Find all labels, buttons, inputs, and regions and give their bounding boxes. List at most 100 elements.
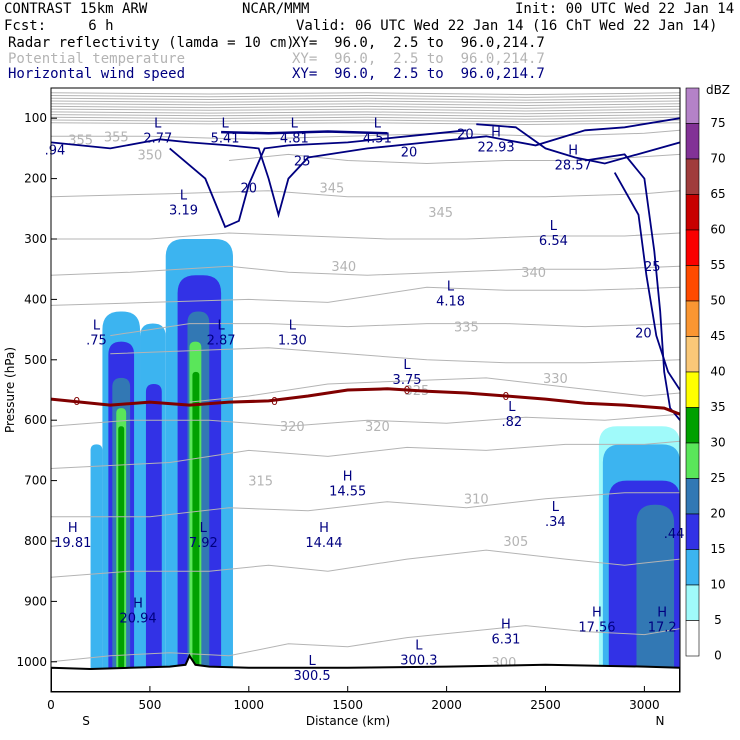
extremum-value: 2.87 bbox=[207, 334, 236, 349]
extremum-kind: L bbox=[508, 400, 516, 415]
colorbar-label: 35 bbox=[710, 400, 725, 414]
y-tick-label: 900 bbox=[24, 594, 47, 608]
extremum-kind: L bbox=[374, 116, 382, 131]
wind-contour-line bbox=[476, 123, 680, 165]
x-tick-label: 500 bbox=[138, 698, 161, 712]
freezing-level-label: 0 bbox=[271, 395, 278, 408]
theta-contour-line bbox=[51, 413, 680, 427]
extremum-kind: L bbox=[447, 279, 455, 294]
extremum-kind: L bbox=[93, 319, 101, 334]
theta-contour-line bbox=[51, 549, 680, 578]
extremum-value: 3.19 bbox=[169, 204, 198, 219]
extremum-kind: H bbox=[319, 521, 329, 536]
init-time: Init: 00 UTC Wed 22 Jan 14 bbox=[515, 1, 735, 17]
wind-contour-line bbox=[51, 117, 680, 219]
terrain-profile bbox=[51, 653, 680, 692]
colorbar-label: 65 bbox=[710, 187, 725, 201]
terrain bbox=[51, 653, 680, 692]
colorbar-label: 0 bbox=[714, 648, 722, 662]
extremum-kind: H bbox=[133, 596, 143, 611]
north-label: N bbox=[656, 714, 665, 728]
extremum-kind: H bbox=[501, 618, 511, 633]
reflectivity-cell bbox=[90, 444, 103, 671]
x-tick-label: 2000 bbox=[431, 698, 462, 712]
extremum-value: 14.44 bbox=[305, 536, 342, 551]
colorbar-label: 45 bbox=[710, 329, 725, 343]
field-name-wind: Horizontal wind speed bbox=[8, 66, 186, 82]
theta-contour-line bbox=[110, 347, 680, 364]
extremum-kind: H bbox=[491, 125, 501, 140]
field-xy-reflectivity: XY= 96.0, 2.5 to 96.0,214.7 bbox=[292, 35, 545, 51]
extremum-value: 4.81 bbox=[280, 131, 309, 146]
colorbar-label: 15 bbox=[710, 542, 725, 556]
reflectivity-cell bbox=[145, 383, 162, 671]
extremum-value: 19.81 bbox=[54, 536, 91, 551]
theta-contour-label: 340 bbox=[521, 266, 546, 281]
theta-contour-line bbox=[51, 116, 680, 120]
theta-contour-label: 335 bbox=[454, 321, 479, 336]
theta-contour-label: 310 bbox=[464, 493, 489, 508]
theta-contour-label: 330 bbox=[543, 372, 568, 387]
wind-contour-line bbox=[221, 130, 388, 135]
extremum-value: 300.3 bbox=[400, 654, 437, 669]
theta-contour-line bbox=[51, 94, 680, 98]
colorbar-swatch bbox=[685, 407, 700, 444]
organization: NCAR/MMM bbox=[242, 1, 310, 17]
extremum-kind: H bbox=[657, 606, 667, 621]
theta-contour-line bbox=[51, 232, 680, 240]
extremum-kind: L bbox=[552, 500, 560, 515]
y-tick-label: 700 bbox=[24, 474, 47, 488]
freezing-level: 0 0 0 0 bbox=[51, 384, 680, 416]
extremum-kind: L bbox=[289, 319, 297, 334]
x-tick-label: 3000 bbox=[629, 698, 660, 712]
theta-contour-line bbox=[51, 492, 680, 518]
wind-contour-label: 25 bbox=[644, 260, 661, 275]
theta-contour-line bbox=[51, 122, 680, 126]
colorbar-label: 70 bbox=[710, 151, 725, 165]
extremum-value: 17.2 bbox=[648, 621, 677, 636]
colorbar-label: 75 bbox=[710, 116, 725, 130]
x-axis-label: Distance (km) bbox=[306, 714, 390, 728]
theta-contour-line bbox=[51, 440, 680, 469]
extremum-kind: L bbox=[200, 521, 208, 536]
colorbar-unit: dBZ bbox=[706, 83, 730, 97]
extremum-value: .34 bbox=[545, 515, 566, 530]
theta-contour-label: 355 bbox=[104, 130, 129, 145]
wind-contour-line bbox=[584, 153, 680, 421]
forecast-hour: Fcst: 6 h bbox=[4, 18, 114, 34]
colorbar-swatch bbox=[685, 194, 700, 231]
colorbar-swatch bbox=[685, 158, 700, 195]
x-tick-label: 0 bbox=[47, 698, 55, 712]
theta-contour-line bbox=[189, 377, 680, 403]
extremum-kind: L bbox=[403, 358, 411, 373]
extremum-kind: L bbox=[154, 116, 162, 131]
y-tick-label: 300 bbox=[24, 232, 47, 246]
theta-contour-line bbox=[51, 114, 680, 117]
y-axis-label: Pressure (hPa) bbox=[3, 347, 17, 433]
extremum-value: 6.54 bbox=[539, 234, 568, 249]
extremum-kind: L bbox=[415, 639, 423, 654]
y-tick-label: 1000 bbox=[16, 655, 47, 669]
colorbar-swatch bbox=[685, 442, 700, 479]
wind-contour-line bbox=[613, 172, 680, 391]
extremum-value: 4.18 bbox=[436, 294, 465, 309]
extremum-value: 300.5 bbox=[293, 669, 330, 684]
extremum-value: 4.51 bbox=[363, 131, 392, 146]
extremum-kind: H bbox=[568, 143, 578, 158]
theta-contour-line bbox=[110, 323, 680, 337]
theta-contour-line bbox=[51, 625, 680, 663]
extremum-value: 1.30 bbox=[278, 334, 307, 349]
extremum-value: .44 bbox=[664, 527, 685, 542]
y-tick-label: 500 bbox=[24, 353, 47, 367]
reflectivity-cell bbox=[118, 426, 125, 671]
theta-contour-line bbox=[51, 190, 680, 198]
plot-frame bbox=[50, 87, 681, 693]
colorbar-swatch bbox=[685, 584, 700, 621]
theta-contour-label: 340 bbox=[331, 260, 356, 275]
theta-contour-line bbox=[51, 103, 680, 107]
theta-contour-label: 320 bbox=[280, 420, 305, 435]
extremum-kind: H bbox=[68, 521, 78, 536]
extremum-value: 7.92 bbox=[189, 536, 218, 551]
